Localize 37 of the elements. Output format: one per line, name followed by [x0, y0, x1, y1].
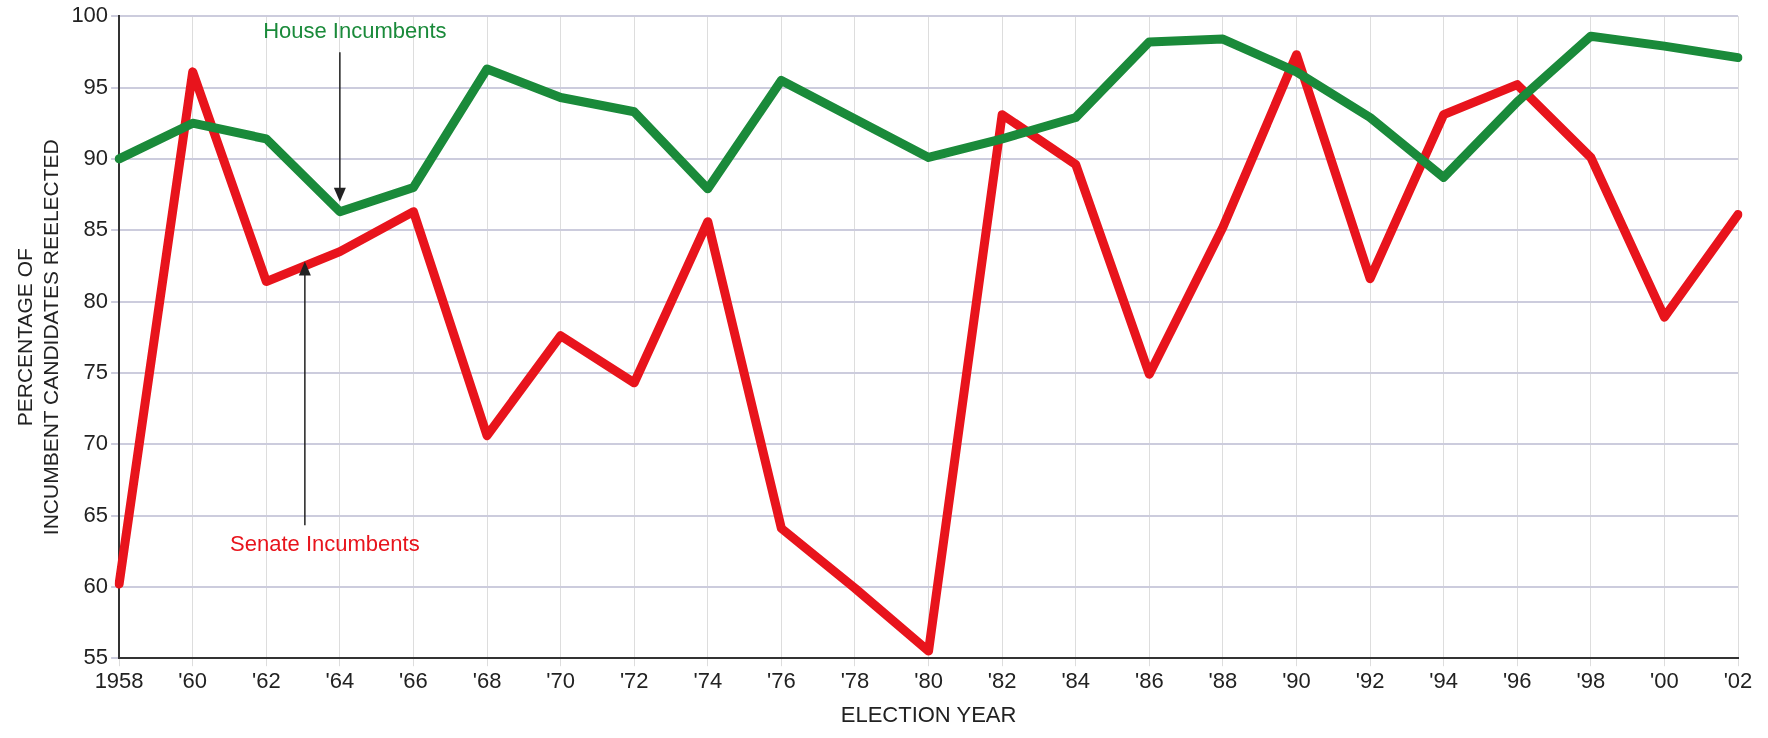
y-axis-title: PERCENTAGE OF INCUMBENT CANDIDATES REELECTED	[13, 139, 62, 536]
x-tick-label: '96	[1502, 668, 1532, 694]
x-tick-label: '64	[325, 668, 355, 694]
y-tick-label: 95	[83, 73, 109, 99]
x-tick-label: '60	[178, 668, 208, 694]
x-tick-label: '80	[914, 668, 943, 694]
x-tick-label: '74	[693, 668, 723, 694]
x-tick-label: '66	[399, 668, 428, 694]
x-tick-label: '70	[546, 668, 575, 694]
x-tick-label: '76	[767, 668, 796, 694]
y-tick-label: 70	[83, 430, 109, 456]
x-tick-label: '84	[1061, 668, 1091, 694]
text: House Incumbents	[263, 18, 447, 44]
x-tick-label: '86	[1134, 668, 1164, 694]
x-tick-label: '94	[1429, 668, 1458, 694]
x-tick-label: '82	[987, 668, 1017, 694]
x-tick-label: '92	[1355, 668, 1385, 694]
x-tick-label: 1958	[94, 668, 144, 694]
text: Senate Incumbents	[230, 531, 420, 557]
x-tick-label: '02	[1723, 668, 1753, 694]
y-tick-label: 90	[83, 144, 109, 170]
x-tick-label: '98	[1576, 668, 1606, 694]
y-tick-label: 75	[83, 358, 109, 384]
y-tick-label: 65	[83, 501, 109, 527]
x-tick-label: '78	[840, 668, 870, 694]
x-tick-label: '00	[1650, 668, 1679, 694]
y-tick-label: 80	[83, 287, 109, 313]
y-tick-label: 100	[71, 2, 109, 28]
x-tick-label: '68	[472, 668, 502, 694]
x-tick-label: '90	[1282, 668, 1311, 694]
y-tick-label: 85	[83, 216, 109, 242]
x-tick-label: '88	[1208, 668, 1238, 694]
x-tick-label: '62	[251, 668, 281, 694]
y-tick-label: 55	[83, 644, 109, 670]
x-axis-title: ELECTION YEAR	[840, 701, 1017, 727]
y-tick-label: 60	[83, 572, 109, 598]
x-tick-label: '72	[619, 668, 649, 694]
